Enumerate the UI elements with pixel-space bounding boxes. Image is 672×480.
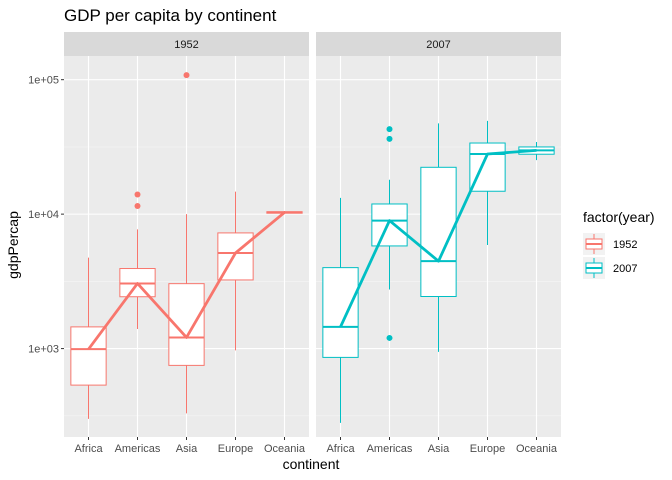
iqr-box: [420, 166, 457, 297]
x-axis-title: continent: [283, 456, 340, 472]
iqr-box: [371, 203, 408, 247]
facet-strip-label: 1952: [174, 39, 198, 51]
outlier-point: [386, 126, 393, 133]
outlier-point: [134, 202, 141, 209]
facet-panels: 1952 Africa Americas Asia Europe Oceania 2007 A…: [64, 32, 561, 455]
x-tick-label: Americas: [115, 443, 161, 455]
x-tick-label: Americas: [367, 443, 413, 455]
y-axis: 1e+03 1e+04 1e+05: [28, 75, 64, 356]
legend-entry-1952: 1952: [583, 233, 637, 255]
legend-label: 1952: [613, 239, 637, 251]
iqr-box: [70, 326, 107, 386]
box-africa: [322, 197, 359, 423]
y-tick-label: 1e+04: [28, 209, 59, 221]
median-trend-line: [339, 148, 537, 328]
x-tick-label: Europe: [470, 443, 505, 455]
box-americas: [371, 126, 408, 341]
x-tick-label: Oceania: [516, 443, 558, 455]
outlier-point: [386, 135, 393, 142]
x-tick-label: Africa: [74, 443, 103, 455]
x-tick-label: Europe: [218, 443, 253, 455]
facet-strip: [316, 32, 561, 56]
legend-label: 2007: [613, 263, 637, 275]
facet-panel-2007: 2007 Africa Americas Asia Europe Oceania: [316, 32, 561, 455]
x-tick-label: Asia: [428, 443, 450, 455]
legend-title: factor(year): [583, 209, 655, 225]
x-tick-label: Africa: [326, 443, 355, 455]
iqr-box: [469, 142, 506, 192]
facet-strip-label: 2007: [426, 39, 450, 51]
y-tick-label: 1e+03: [28, 344, 59, 356]
box-europe: [469, 120, 506, 245]
outlier-point: [183, 72, 190, 79]
box-asia: [420, 123, 457, 352]
x-tick-label: Oceania: [264, 443, 306, 455]
x-tick-label: Asia: [176, 443, 198, 455]
facet-panel-1952: 1952 Africa Americas Asia Europe Oceania: [64, 32, 309, 455]
chart-title: GDP per capita by continent: [64, 6, 277, 25]
box-americas: [119, 191, 156, 329]
iqr-box: [322, 267, 359, 358]
outlier-point: [134, 191, 141, 198]
median-trend-line: [87, 211, 286, 351]
box-africa: [70, 257, 107, 419]
y-axis-title: gdpPercap: [5, 211, 21, 279]
legend-entry-2007: 2007: [583, 257, 637, 279]
outlier-point: [386, 334, 393, 341]
facet-strip: [64, 32, 309, 56]
y-tick-label: 1e+05: [28, 75, 59, 87]
legend: factor(year) 1952 2007: [583, 209, 655, 279]
